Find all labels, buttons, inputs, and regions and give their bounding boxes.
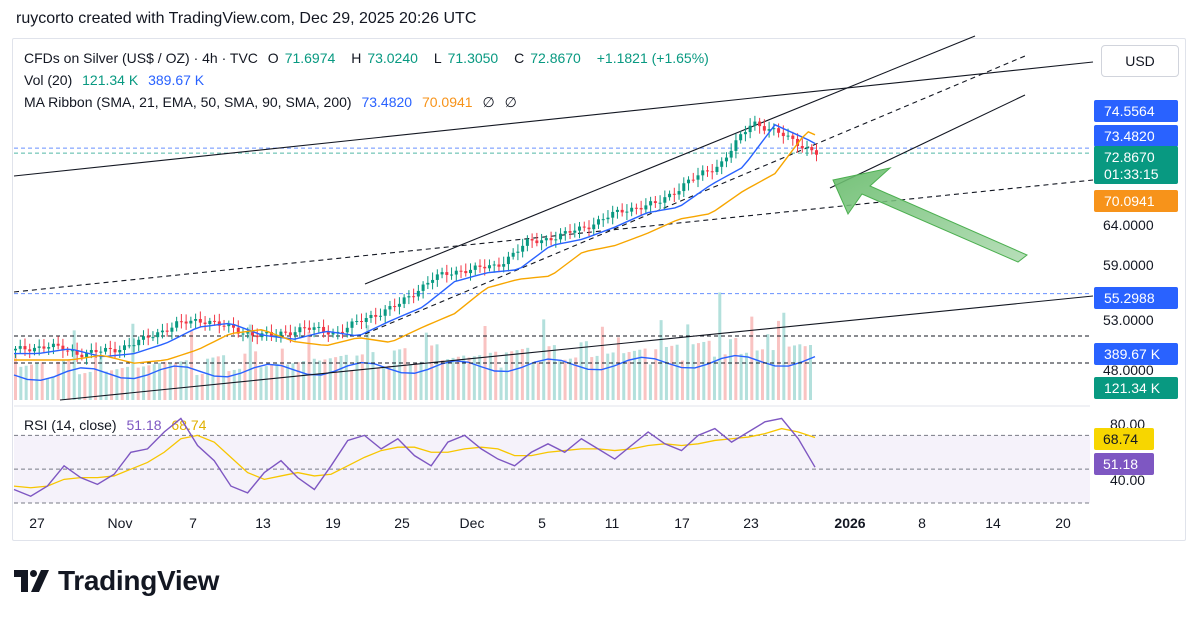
tradingview-logo[interactable]: TradingView	[14, 565, 219, 597]
attribution-text: ruycorto created with TradingView.com, D…	[16, 10, 477, 27]
ma3-value: ∅	[482, 94, 495, 110]
close-value: C 72.8670	[514, 50, 581, 66]
symbol-title[interactable]: CFDs on Silver (US$ / OZ) · 4h · TVC	[24, 50, 258, 66]
chart-frame	[12, 38, 1186, 541]
ma1-value: 73.4820	[361, 94, 413, 110]
volume-ma-value: 389.67 K	[148, 72, 205, 88]
high-value: H 73.0240	[351, 50, 418, 66]
ma-ribbon-label[interactable]: MA Ribbon (SMA, 21, EMA, 50, SMA, 90, SM…	[24, 94, 352, 110]
rsi-value: 51.18	[126, 417, 162, 433]
volume-label[interactable]: Vol (20)	[24, 72, 73, 88]
low-value: L 71.3050	[433, 50, 499, 66]
tradingview-logo-icon	[14, 570, 49, 592]
symbol-legend: CFDs on Silver (US$ / OZ) · 4h · TVC O 71…	[24, 50, 715, 66]
currency-button[interactable]: USD	[1101, 45, 1179, 77]
open-value: O 71.6974	[267, 50, 336, 66]
brand-name: TradingView	[58, 565, 220, 596]
volume-value: 121.34 K	[82, 72, 139, 88]
ma2-value: 70.0941	[421, 94, 473, 110]
rsi-legend: RSI (14, close) 51.18 68.74	[24, 417, 212, 433]
rsi-label[interactable]: RSI (14, close)	[24, 417, 117, 433]
volume-legend: Vol (20) 121.34 K 389.67 K	[24, 72, 210, 88]
ma-ribbon-legend: MA Ribbon (SMA, 21, EMA, 50, SMA, 90, SM…	[24, 94, 523, 111]
rsi-ma-value: 68.74	[171, 417, 207, 433]
ma4-value: ∅	[504, 94, 517, 110]
change-value: +1.1821 (+1.65%)	[596, 50, 709, 66]
